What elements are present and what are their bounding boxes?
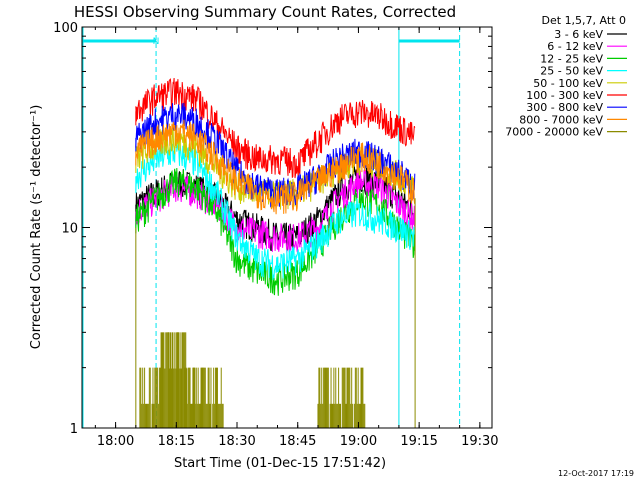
series-trace xyxy=(135,139,416,281)
x-tick-label: 19:00 xyxy=(340,434,377,449)
x-tick-label: 18:45 xyxy=(279,434,316,449)
y-tick-label: 1 xyxy=(70,422,78,437)
legend-label: 100 - 300 keV xyxy=(526,89,603,102)
x-tick-label: 18:00 xyxy=(97,434,134,449)
legend-label: 7000 - 20000 keV xyxy=(505,126,603,139)
legend-label: 12 - 25 keV xyxy=(540,52,603,65)
x-tick-label: 19:30 xyxy=(461,434,498,449)
series-trace xyxy=(135,198,416,428)
legend-label: 6 - 12 keV xyxy=(547,40,603,53)
series-line xyxy=(135,167,416,296)
series-line xyxy=(135,169,416,254)
legend-label: 300 - 800 keV xyxy=(526,101,603,114)
legend-title: Det 1,5,7, Att 0 xyxy=(542,14,626,27)
series-trace xyxy=(135,119,416,215)
x-axis-label: Start Time (01-Dec-15 17:51:42) xyxy=(174,456,386,471)
x-tick-label: 18:30 xyxy=(218,434,255,449)
x-tick-label: 18:15 xyxy=(158,434,195,449)
night-annotation: N xyxy=(153,37,160,47)
y-tick-label: 10 xyxy=(61,222,78,237)
legend-label: 50 - 100 keV xyxy=(533,77,603,90)
series-trace xyxy=(135,102,416,208)
y-axis-label: Corrected Count Rate (s⁻¹ detector⁻¹) xyxy=(29,105,44,350)
y-tick-label: 100 xyxy=(53,21,78,36)
series-line xyxy=(135,139,416,281)
legend-label: 3 - 6 keV xyxy=(554,28,603,41)
series-trace xyxy=(135,77,416,179)
series-line xyxy=(135,77,416,179)
x-tick-label: 19:15 xyxy=(400,434,437,449)
chart-title: HESSI Observing Summary Count Rates, Cor… xyxy=(74,3,456,21)
series-line xyxy=(135,119,416,215)
legend-label: 800 - 7000 keV xyxy=(519,113,603,126)
legend-label: 25 - 50 keV xyxy=(540,65,603,78)
timestamp: 12-Oct-2017 17:19 xyxy=(558,469,634,478)
series-line xyxy=(135,102,416,208)
